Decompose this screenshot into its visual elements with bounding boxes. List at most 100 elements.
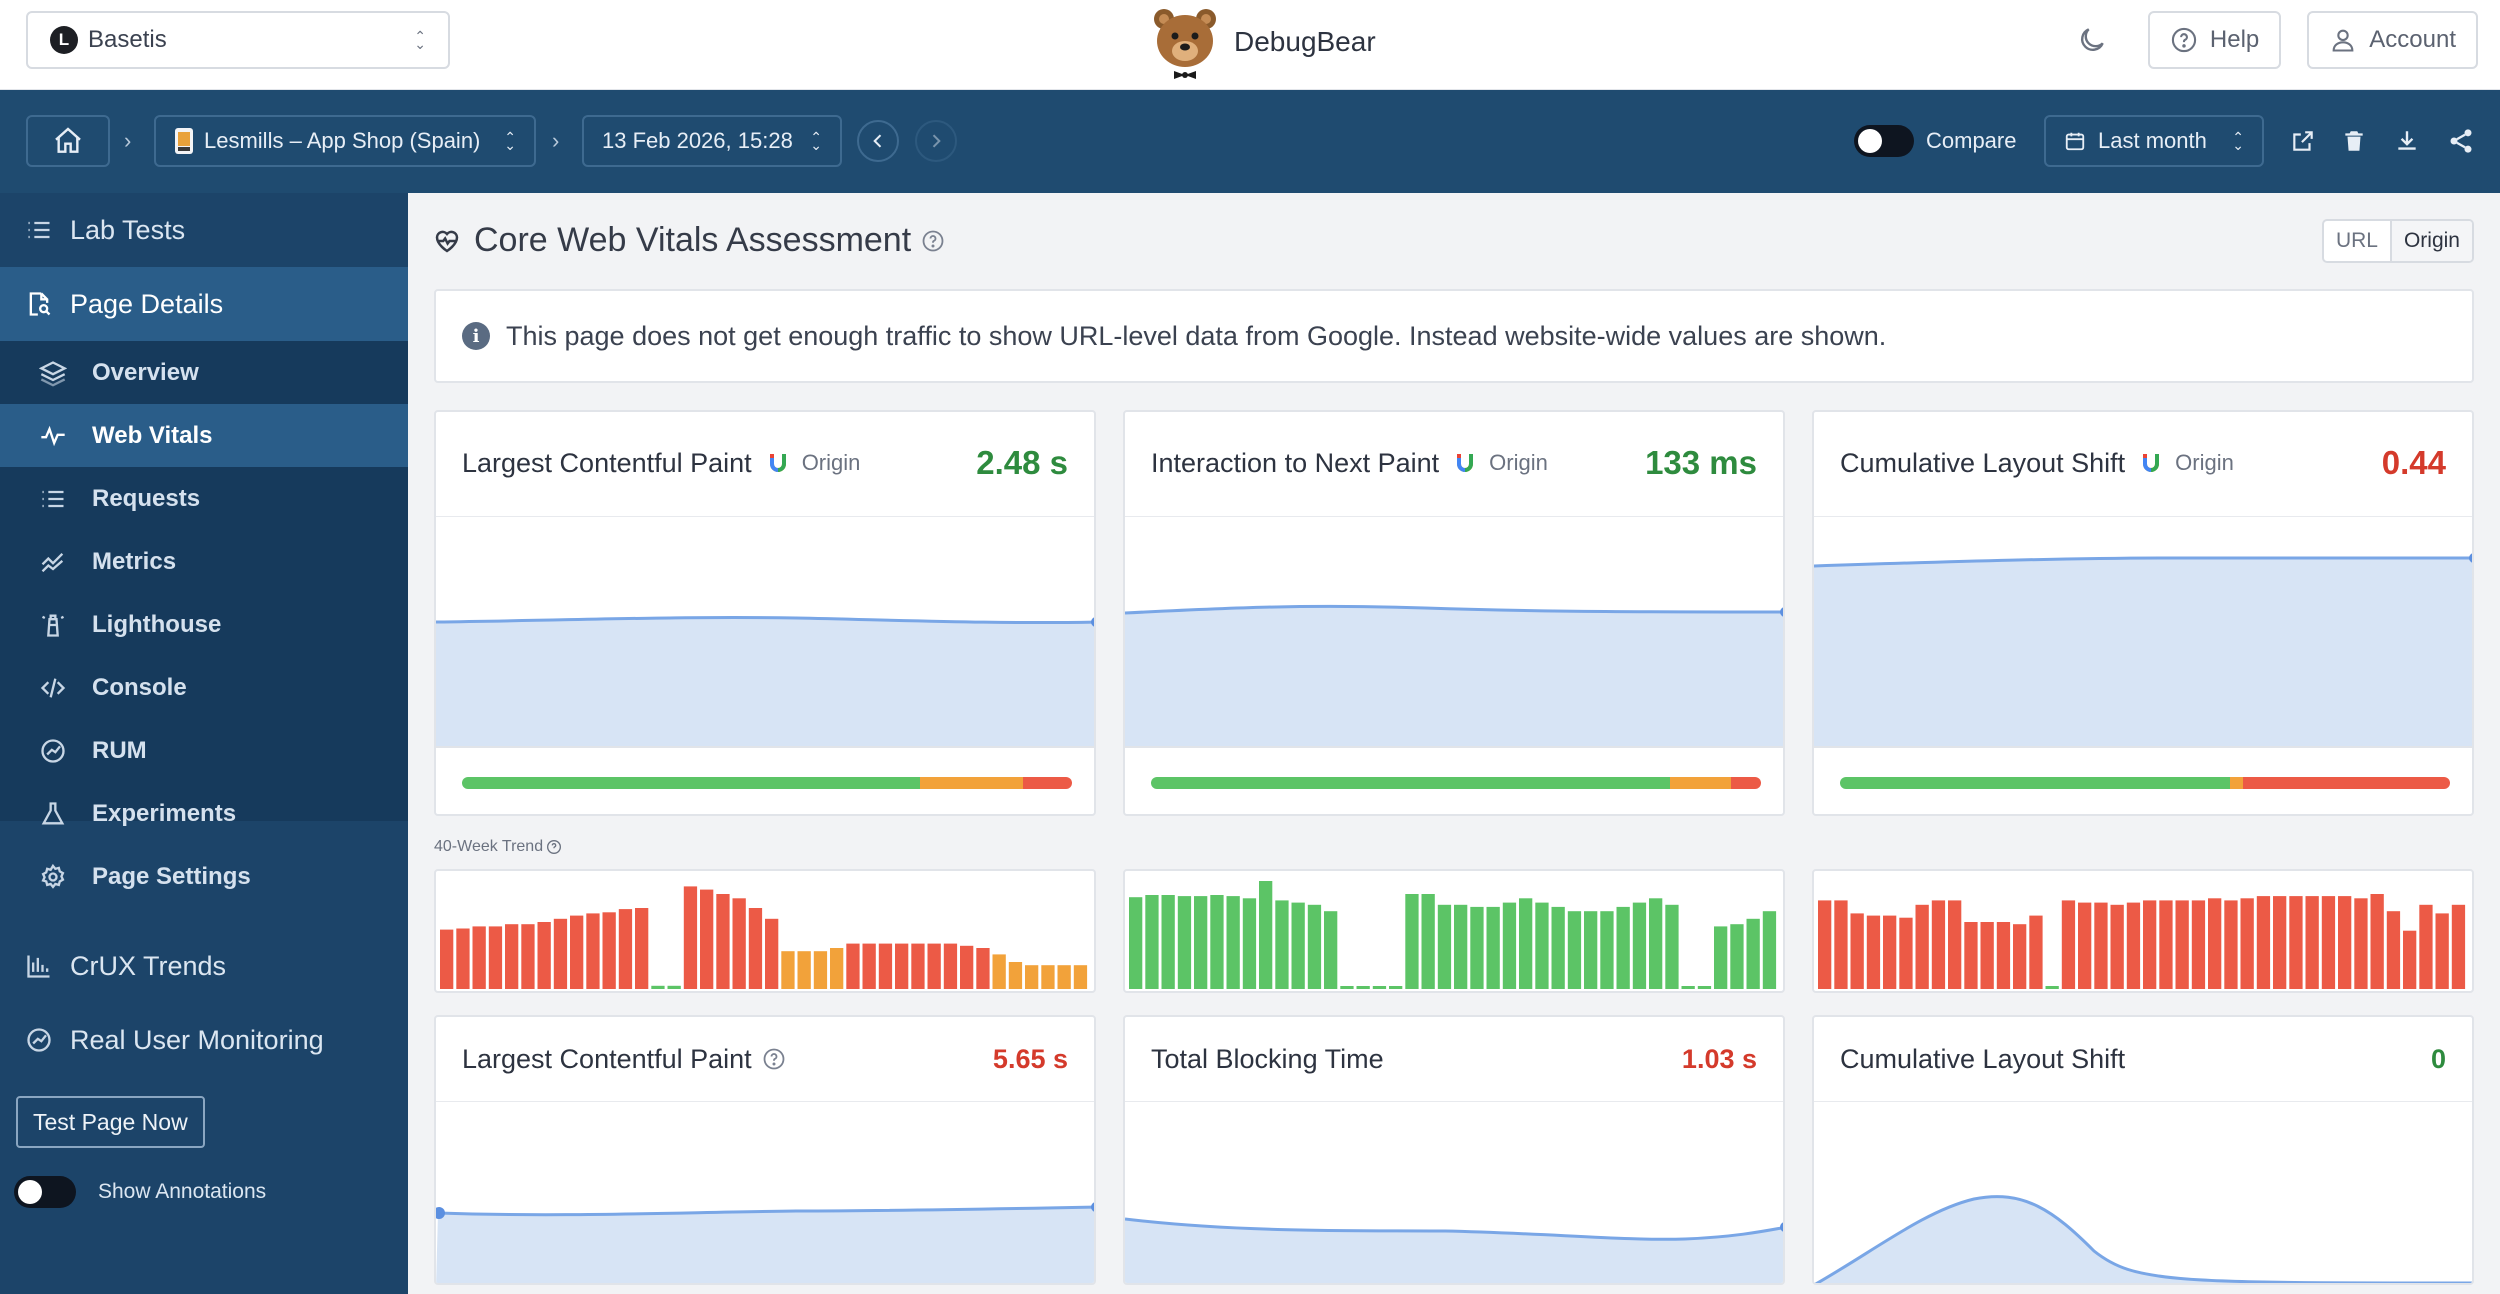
trend-bar[interactable] xyxy=(505,924,519,989)
trend-bar[interactable] xyxy=(2078,902,2092,989)
trend-bar[interactable] xyxy=(1665,904,1679,989)
trend-bar[interactable] xyxy=(2029,915,2043,989)
crux-card-cls[interactable]: Cumulative Layout Shift Origin 0.44 xyxy=(1812,410,2474,816)
trend-bar[interactable] xyxy=(846,943,860,989)
trend-bar[interactable] xyxy=(618,909,633,989)
trend-bar[interactable] xyxy=(1405,894,1419,989)
trend-bar[interactable] xyxy=(2256,896,2271,989)
trend-bar[interactable] xyxy=(1291,902,1305,989)
trend-bar[interactable] xyxy=(2451,904,2466,989)
trend-bar[interactable] xyxy=(683,886,698,989)
trend-bar[interactable] xyxy=(521,924,535,989)
trend-bar[interactable] xyxy=(1649,898,1663,989)
trend-bar[interactable] xyxy=(943,943,958,989)
trend-bar[interactable] xyxy=(813,951,828,989)
trend-bar[interactable] xyxy=(1421,894,1435,989)
trend-bar[interactable] xyxy=(456,928,470,990)
trend-bar[interactable] xyxy=(716,894,730,989)
next-test-button[interactable] xyxy=(915,120,957,162)
trend-bar[interactable] xyxy=(1584,911,1598,989)
trend-bar[interactable] xyxy=(1025,965,1039,989)
trend-bar[interactable] xyxy=(537,922,551,989)
trend-bar[interactable] xyxy=(1730,924,1744,989)
trend-bar[interactable] xyxy=(2061,900,2076,989)
trend-bar[interactable] xyxy=(700,889,714,989)
trend-bar[interactable] xyxy=(2045,986,2059,989)
trend-bar[interactable] xyxy=(2143,900,2157,989)
trend-bar[interactable] xyxy=(732,898,746,989)
trend-bar[interactable] xyxy=(1324,911,1338,989)
nav-crux-trends[interactable]: CrUX Trends xyxy=(0,929,408,1003)
trend-bar[interactable] xyxy=(602,912,616,989)
trend-bar[interactable] xyxy=(635,908,649,989)
trend-bar[interactable] xyxy=(748,908,763,989)
trend-bar[interactable] xyxy=(1073,965,1088,989)
trend-bar[interactable] xyxy=(2403,930,2417,989)
trend-bar[interactable] xyxy=(2386,911,2401,989)
trend-bar[interactable] xyxy=(1746,918,1760,989)
trend-bar[interactable] xyxy=(1931,900,1946,989)
trend-bar[interactable] xyxy=(2224,900,2238,989)
lab-card-tbt[interactable]: Total Blocking Time 1.03 s xyxy=(1123,1015,1785,1285)
trend-bar[interactable] xyxy=(2175,900,2189,989)
trend-bar[interactable] xyxy=(1340,986,1354,989)
trend-bar[interactable] xyxy=(651,985,665,989)
trend-bar[interactable] xyxy=(488,926,503,989)
trend-bar[interactable] xyxy=(878,943,893,989)
trend-bar[interactable] xyxy=(1762,911,1777,989)
home-button[interactable] xyxy=(26,115,110,167)
trend-bar[interactable] xyxy=(1470,906,1484,989)
trend-bar[interactable] xyxy=(2419,904,2433,989)
trend-bar[interactable] xyxy=(1948,900,1962,989)
trend-bar[interactable] xyxy=(2208,898,2222,989)
trend-bar[interactable] xyxy=(927,943,941,989)
trend-bar[interactable] xyxy=(2013,924,2027,989)
sidebar-item-web-vitals[interactable]: Web Vitals xyxy=(0,404,408,467)
trend-bar[interactable] xyxy=(1850,913,1864,989)
trend-bar[interactable] xyxy=(2110,904,2124,989)
page-select[interactable]: Lesmills – App Shop (Spain) ⌃ ⌄ xyxy=(154,115,536,167)
trend-bar[interactable] xyxy=(1616,906,1630,989)
lab-card-cls[interactable]: Cumulative Layout Shift 0 xyxy=(1812,1015,2474,1285)
trend-bar[interactable] xyxy=(2354,898,2368,989)
trend-chart-inp[interactable] xyxy=(1123,869,1785,993)
trend-bar[interactable] xyxy=(1567,911,1582,989)
trend-bar[interactable] xyxy=(1632,902,1647,989)
trend-bar[interactable] xyxy=(553,918,568,989)
trend-bar[interactable] xyxy=(2126,902,2141,989)
trend-bar[interactable] xyxy=(1389,986,1403,989)
trend-bar[interactable] xyxy=(1210,895,1224,989)
trend-bar[interactable] xyxy=(1535,902,1549,989)
trend-bar[interactable] xyxy=(440,929,454,989)
help-question-icon[interactable] xyxy=(546,839,562,855)
nav-page-details[interactable]: Page Details xyxy=(0,267,408,341)
trend-bar[interactable] xyxy=(2321,896,2336,989)
brand[interactable]: DebugBear xyxy=(1150,2,1376,82)
sidebar-item-experiments[interactable]: Experiments xyxy=(0,782,408,845)
trend-bar[interactable] xyxy=(1307,904,1322,989)
trend-bar[interactable] xyxy=(1129,897,1143,989)
trend-bar[interactable] xyxy=(1057,965,1071,989)
trend-bar[interactable] xyxy=(1996,922,2011,989)
help-button[interactable]: Help xyxy=(2147,11,2282,69)
crux-card-lcp[interactable]: Largest Contentful Paint Origin 2.48 s xyxy=(434,410,1096,816)
trend-bar[interactable] xyxy=(830,948,844,989)
trend-bar[interactable] xyxy=(2273,896,2287,989)
date-range-select[interactable]: Last month ⌃ ⌄ xyxy=(2044,115,2264,167)
dark-mode-toggle[interactable] xyxy=(2062,11,2122,69)
trend-bar[interactable] xyxy=(765,918,779,989)
trend-bar[interactable] xyxy=(781,951,795,989)
trend-bar[interactable] xyxy=(1356,986,1370,989)
sidebar-item-lighthouse[interactable]: Lighthouse xyxy=(0,593,408,656)
trend-bar[interactable] xyxy=(862,943,876,989)
nav-lab-tests[interactable]: Lab Tests xyxy=(0,193,408,267)
test-page-now-button[interactable]: Test Page Now xyxy=(16,1096,205,1148)
trend-chart-lcp[interactable] xyxy=(434,869,1096,993)
compare-toggle[interactable] xyxy=(1854,125,1914,157)
trend-bar[interactable] xyxy=(1980,922,1994,989)
trend-bar[interactable] xyxy=(1161,895,1175,989)
trend-bar[interactable] xyxy=(1519,898,1533,989)
trend-bar[interactable] xyxy=(1714,926,1728,989)
trend-bar[interactable] xyxy=(992,954,1006,989)
help-question-icon[interactable] xyxy=(762,1047,786,1071)
